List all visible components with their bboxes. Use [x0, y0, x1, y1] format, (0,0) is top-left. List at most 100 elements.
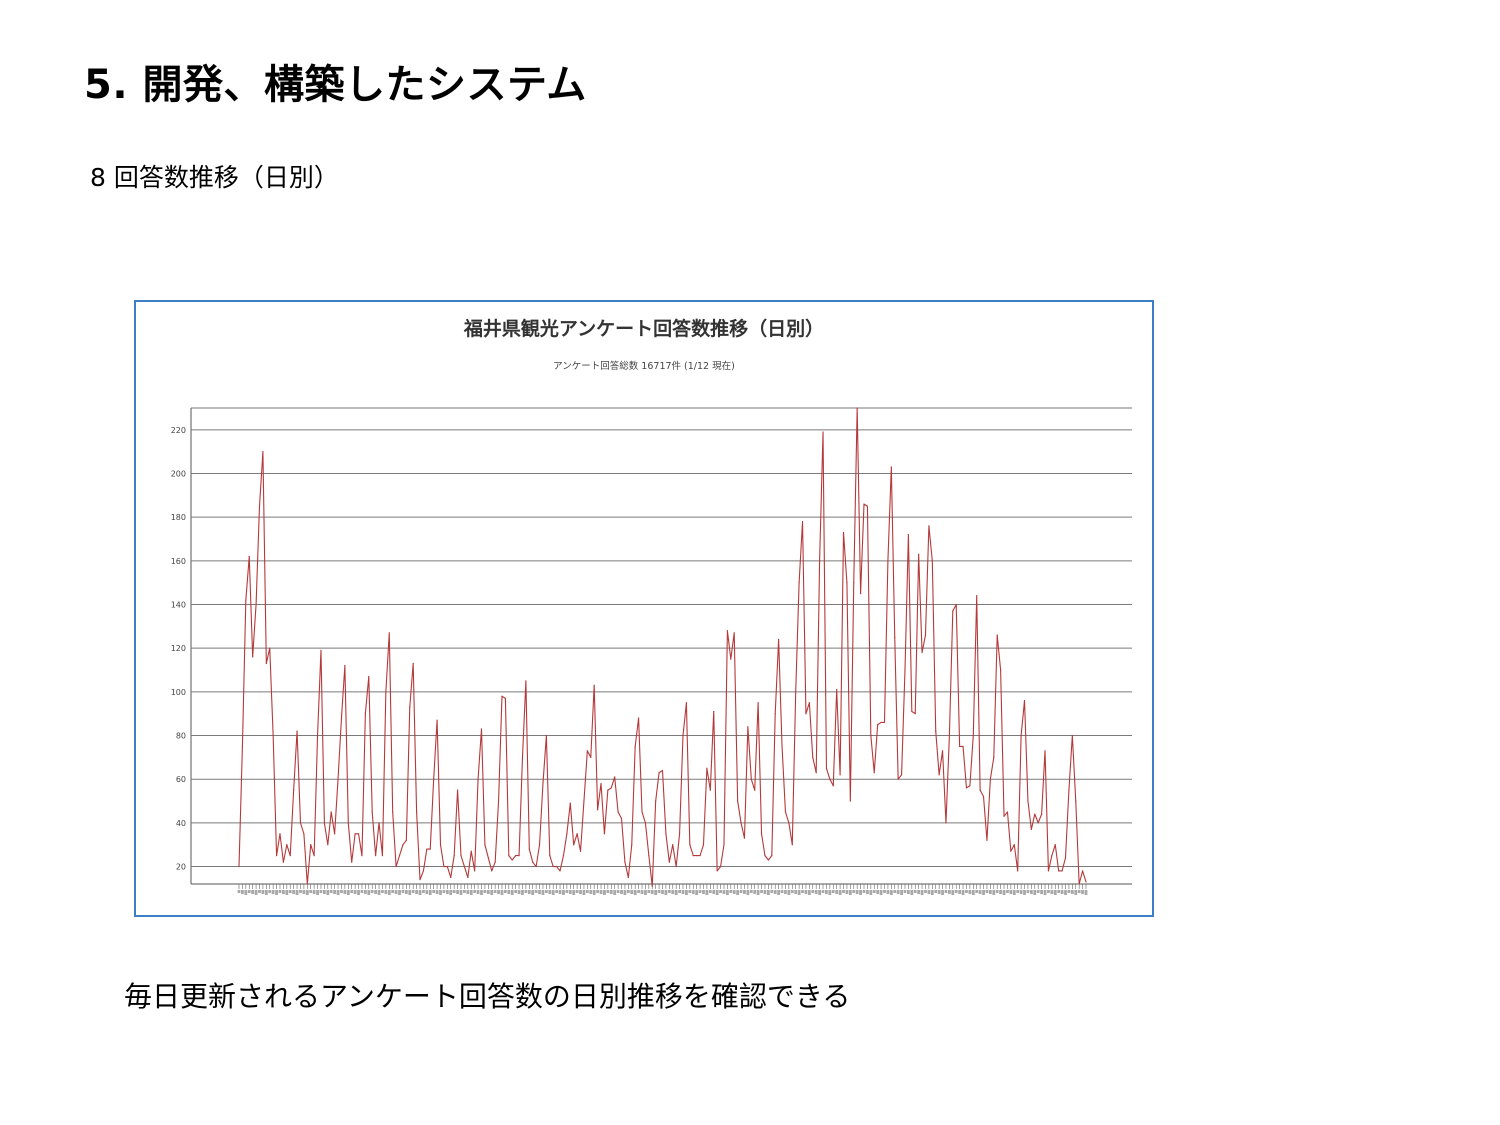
- x-tick-label-mark: [271, 890, 275, 894]
- x-tick-label-mark: [838, 890, 842, 895]
- data-point: [402, 844, 404, 846]
- x-tick-label-mark: [787, 890, 791, 895]
- x-tick-label-mark: [261, 890, 265, 894]
- chart-title: 福井県観光アンケート回答数推移（日別）: [463, 317, 824, 340]
- x-tick-label-mark: [982, 890, 985, 895]
- x-tick-label-mark: [961, 890, 965, 895]
- x-tick-label-mark: [404, 890, 408, 894]
- data-point: [600, 782, 602, 785]
- x-tick-label-mark: [1067, 890, 1071, 893]
- x-tick-label-mark: [275, 890, 278, 895]
- data-point: [798, 582, 800, 584]
- x-tick-label-mark: [1019, 890, 1023, 894]
- y-tick-label-160: 160: [171, 557, 186, 566]
- x-tick-label-mark: [319, 890, 323, 893]
- x-tick-label-mark: [862, 890, 866, 893]
- x-tick-label-mark: [893, 890, 897, 893]
- data-point: [337, 778, 339, 780]
- data-point: [412, 662, 414, 665]
- data-point: [815, 772, 817, 774]
- data-point: [880, 721, 882, 724]
- x-tick-label-mark: [377, 890, 381, 895]
- x-tick-label-mark: [644, 890, 647, 895]
- data-point: [812, 756, 814, 758]
- x-tick-label-mark: [811, 890, 815, 893]
- data-point: [245, 599, 247, 601]
- data-point: [1027, 800, 1029, 802]
- data-point: [941, 750, 944, 752]
- x-tick-label-mark: [705, 890, 709, 895]
- data-point: [931, 560, 933, 562]
- data-point: [569, 802, 571, 804]
- data-point: [248, 555, 250, 558]
- x-tick-label-mark: [517, 890, 521, 894]
- x-tick-label-mark: [760, 890, 763, 893]
- x-tick-label-mark: [391, 890, 395, 893]
- data-point: [993, 756, 995, 758]
- x-tick-label-mark: [445, 890, 449, 894]
- x-tick-label-mark: [937, 890, 941, 894]
- x-tick-label-mark: [821, 890, 825, 893]
- x-tick-label-mark: [418, 890, 422, 895]
- x-tick-label-mark: [616, 890, 620, 893]
- x-tick-label-mark: [698, 890, 702, 893]
- data-point: [549, 855, 551, 857]
- x-tick-label-mark: [514, 890, 518, 893]
- data-point: [986, 839, 988, 841]
- x-tick-label-mark: [322, 890, 326, 894]
- x-tick-label-mark: [264, 890, 268, 895]
- x-tick-label-mark: [415, 890, 418, 894]
- data-point: [310, 844, 312, 846]
- x-tick-label-mark: [268, 890, 272, 893]
- x-tick-label-mark: [360, 890, 364, 893]
- data-point: [494, 861, 496, 863]
- x-tick-label-mark: [756, 890, 760, 895]
- x-tick-label-mark: [743, 890, 746, 894]
- data-point: [750, 778, 752, 780]
- x-tick-label-mark: [469, 890, 473, 895]
- x-tick-label-mark: [729, 890, 733, 893]
- x-tick-label-mark: [374, 890, 378, 894]
- data-point: [655, 800, 657, 802]
- data-point: [504, 697, 506, 700]
- x-tick-label-mark: [1036, 890, 1040, 893]
- x-tick-label-mark: [357, 890, 360, 895]
- data-point: [255, 603, 257, 606]
- data-point: [911, 710, 913, 713]
- data-point: [450, 876, 452, 879]
- data-point: [610, 787, 612, 789]
- data-point: [515, 855, 517, 857]
- x-tick-label-mark: [408, 890, 412, 895]
- data-point: [279, 833, 281, 835]
- data-point: [692, 855, 694, 857]
- x-tick-label-mark: [1077, 890, 1081, 893]
- x-tick-label-mark: [299, 890, 302, 893]
- data-point: [832, 785, 834, 787]
- data-point: [972, 734, 974, 737]
- data-point: [685, 702, 688, 704]
- y-tick-label-20: 20: [176, 863, 186, 872]
- x-tick-label-mark: [340, 890, 343, 893]
- data-point: [853, 582, 855, 584]
- data-point: [699, 855, 701, 857]
- x-tick-label-mark: [452, 890, 456, 893]
- x-tick-label-mark: [801, 890, 804, 893]
- x-tick-label-mark: [247, 890, 251, 893]
- data-point: [965, 787, 968, 789]
- data-point: [904, 669, 906, 671]
- data-point: [351, 861, 353, 863]
- data-point: [808, 702, 810, 704]
- data-point: [415, 811, 418, 813]
- x-tick-label-mark: [483, 890, 487, 893]
- data-point: [890, 466, 892, 468]
- x-tick-label-mark: [329, 890, 333, 893]
- x-tick-label-mark: [493, 890, 497, 893]
- data-point: [644, 822, 647, 824]
- data-point: [723, 844, 725, 846]
- data-point: [948, 734, 950, 737]
- data-point: [323, 822, 325, 824]
- x-tick-label-mark: [910, 890, 914, 895]
- data-point: [528, 848, 530, 850]
- data-point: [433, 778, 435, 780]
- x-tick-label-mark: [688, 890, 692, 893]
